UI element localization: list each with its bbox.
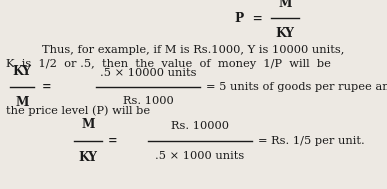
Text: P  =: P = [235,12,263,25]
Text: Rs. 1000: Rs. 1000 [123,96,173,106]
Text: KY: KY [12,65,31,78]
Text: M: M [81,118,95,131]
Text: =: = [108,136,118,146]
Text: K  is  1/2  or .5,  then  the  value  of  money  1/P  will  be: K is 1/2 or .5, then the value of money … [6,59,331,69]
Text: = Rs. 1/5 per unit.: = Rs. 1/5 per unit. [258,136,365,146]
Text: =: = [42,81,51,92]
Text: M: M [15,96,29,109]
Text: Rs. 10000: Rs. 10000 [171,121,229,131]
Text: .5 × 10000 units: .5 × 10000 units [100,68,196,78]
Text: the price level (P) will be: the price level (P) will be [6,106,150,116]
Text: .5 × 1000 units: .5 × 1000 units [155,151,245,161]
Text: Thus, for example, if M is Rs.1000, Y is 10000 units,: Thus, for example, if M is Rs.1000, Y is… [42,45,344,55]
Text: M: M [278,0,292,10]
Text: = 5 units of goods per rupee and: = 5 units of goods per rupee and [206,82,387,92]
Text: KY: KY [276,27,295,40]
Text: KY: KY [79,151,98,164]
